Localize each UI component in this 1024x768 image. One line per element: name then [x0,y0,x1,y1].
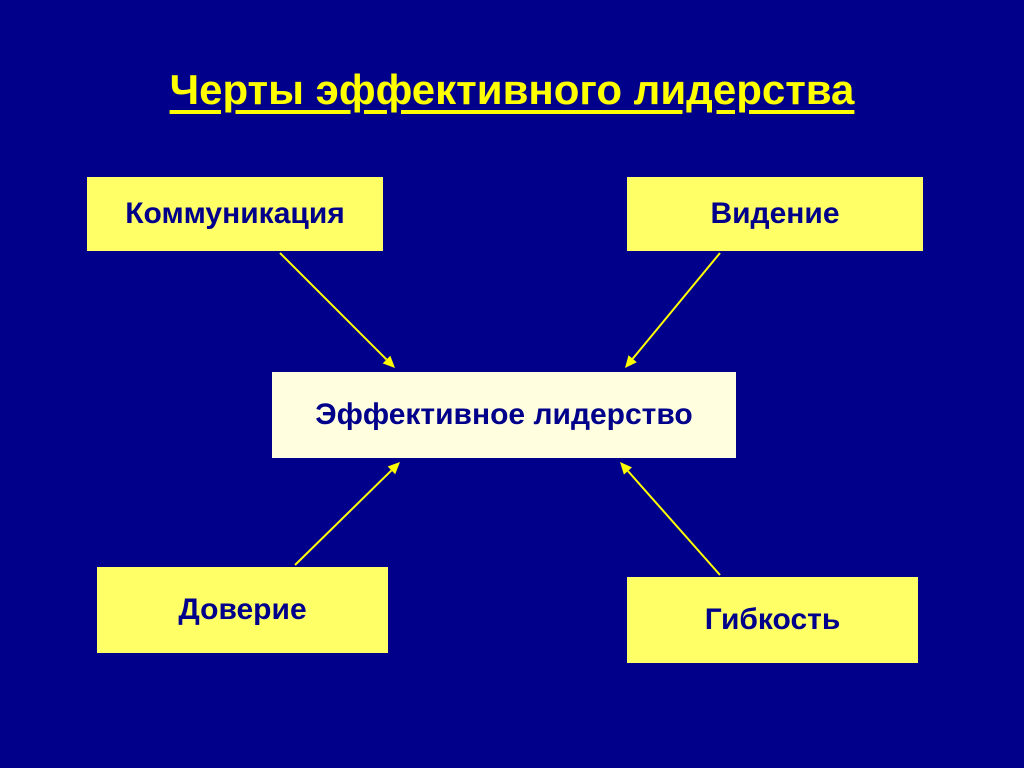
box-flexibility: Гибкость [625,575,920,665]
slide-title: Черты эффективного лидерства [0,66,1024,114]
box-communication-label: Коммуникация [125,197,345,231]
box-center: Эффективное лидерство [270,370,738,460]
box-communication: Коммуникация [85,175,385,253]
box-trust-label: Доверие [178,593,306,627]
box-vision: Видение [625,175,925,253]
box-center-label: Эффективное лидерство [315,398,693,432]
slide: Черты эффективного лидерства Коммуникаци… [0,0,1024,768]
box-vision-label: Видение [710,197,839,231]
box-trust: Доверие [95,565,390,655]
box-flexibility-label: Гибкость [705,603,841,637]
